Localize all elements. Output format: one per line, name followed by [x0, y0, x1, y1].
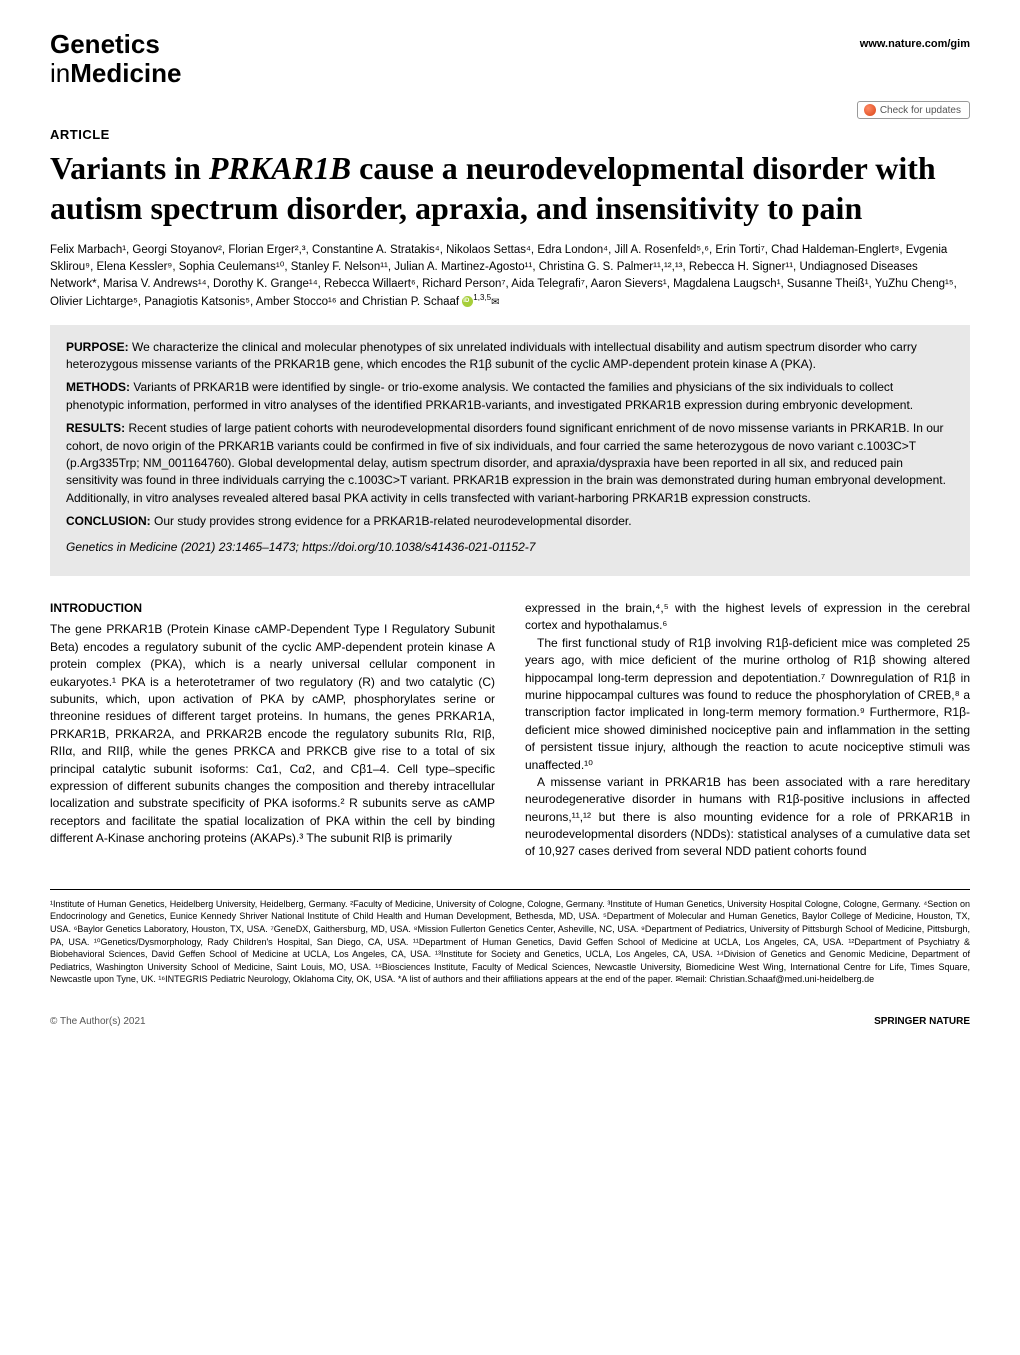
body-columns: INTRODUCTION The gene PRKAR1B (Protein K…	[50, 600, 970, 861]
left-column: INTRODUCTION The gene PRKAR1B (Protein K…	[50, 600, 495, 861]
footer: © The Author(s) 2021 SPRINGER NATURE	[50, 1016, 970, 1027]
abstract-methods: METHODS: Variants of PRKAR1B were identi…	[66, 379, 954, 414]
article-label: ARTICLE	[50, 127, 970, 142]
abstract-results: RESULTS: Recent studies of large patient…	[66, 420, 954, 507]
intro-text-r2: The first functional study of R1β involv…	[525, 635, 970, 774]
right-column: expressed in the brain,⁴,⁵ with the high…	[525, 600, 970, 861]
abstract-purpose: PURPOSE: We characterize the clinical an…	[66, 339, 954, 374]
intro-text-left: The gene PRKAR1B (Protein Kinase cAMP-De…	[50, 621, 495, 847]
check-updates-badge[interactable]: Check for updates	[857, 101, 970, 119]
journal-logo: Genetics inMedicine	[50, 30, 182, 87]
journal-line1: Genetics	[50, 30, 182, 59]
envelope-icon[interactable]: ✉	[491, 297, 499, 308]
intro-text-r1: expressed in the brain,⁴,⁵ with the high…	[525, 600, 970, 635]
updates-icon	[864, 104, 876, 116]
abstract-citation: Genetics in Medicine (2021) 23:1465–1473…	[66, 539, 954, 556]
abstract-conclusion: CONCLUSION: Our study provides strong ev…	[66, 513, 954, 530]
orcid-icon[interactable]	[462, 296, 473, 307]
intro-heading: INTRODUCTION	[50, 600, 495, 617]
publisher: SPRINGER NATURE	[874, 1016, 970, 1027]
abstract-box: PURPOSE: We characterize the clinical an…	[50, 325, 970, 576]
header: Genetics inMedicine www.nature.com/gim	[50, 30, 970, 87]
affiliations: ¹Institute of Human Genetics, Heidelberg…	[50, 889, 970, 986]
nature-link[interactable]: www.nature.com/gim	[860, 38, 970, 50]
article-title: Variants in PRKAR1B cause a neurodevelop…	[50, 148, 970, 228]
authors-list: Felix Marbach¹, Georgi Stoyanov², Floria…	[50, 242, 970, 311]
updates-label: Check for updates	[880, 105, 961, 116]
intro-text-r3: A missense variant in PRKAR1B has been a…	[525, 774, 970, 861]
journal-line2: inMedicine	[50, 59, 182, 88]
copyright: © The Author(s) 2021	[50, 1016, 146, 1027]
